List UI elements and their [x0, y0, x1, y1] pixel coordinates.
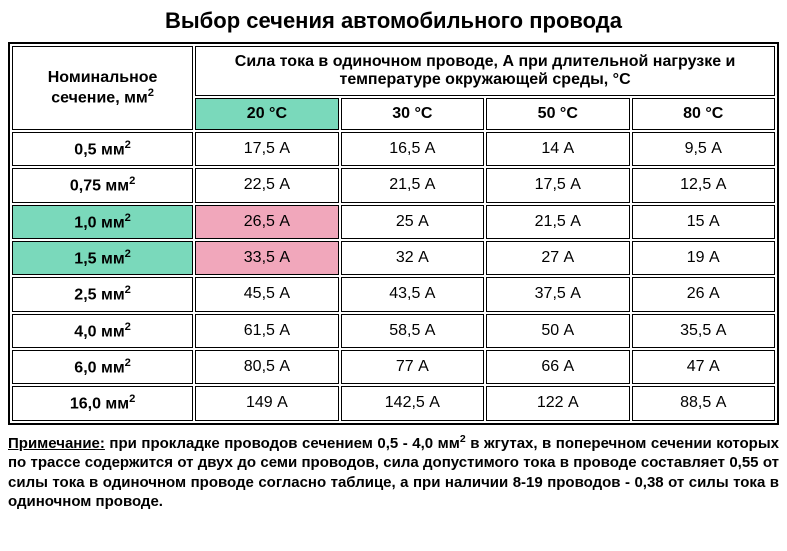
table-row: 1,5 мм233,5 А32 А27 А19 А [12, 241, 775, 275]
temp-header-cell: 20 °С [195, 98, 338, 130]
section-cell: 4,0 мм2 [12, 314, 193, 348]
section-cell: 0,75 мм2 [12, 168, 193, 202]
value-cell: 9,5 А [632, 132, 776, 166]
value-cell: 17,5 А [195, 132, 338, 166]
wire-table: Номинальное сечение, мм2 Сила тока в оди… [8, 42, 779, 425]
value-cell: 149 А [195, 386, 338, 420]
value-cell: 58,5 А [341, 314, 484, 348]
value-cell: 26,5 А [195, 205, 338, 239]
table-row: 1,0 мм226,5 А25 А21,5 А15 А [12, 205, 775, 239]
value-cell: 27 А [486, 241, 629, 275]
value-cell: 16,5 А [341, 132, 484, 166]
table-row: 16,0 мм2149 А142,5 А122 А88,5 А [12, 386, 775, 420]
section-cell: 0,5 мм2 [12, 132, 193, 166]
table-row: 4,0 мм261,5 А58,5 А50 А35,5 А [12, 314, 775, 348]
value-cell: 88,5 А [632, 386, 776, 420]
section-cell: 2,5 мм2 [12, 277, 193, 311]
value-cell: 32 А [341, 241, 484, 275]
top-header: Сила тока в одиночном проводе, А при дли… [195, 46, 775, 96]
value-cell: 15 А [632, 205, 776, 239]
page-title: Выбор сечения автомобильного провода [8, 8, 779, 34]
value-cell: 25 А [341, 205, 484, 239]
temp-header-cell: 80 °С [632, 98, 776, 130]
value-cell: 80,5 А [195, 350, 338, 384]
value-cell: 45,5 А [195, 277, 338, 311]
section-cell: 1,0 мм2 [12, 205, 193, 239]
value-cell: 66 А [486, 350, 629, 384]
temp-header-cell: 30 °С [341, 98, 484, 130]
section-cell: 16,0 мм2 [12, 386, 193, 420]
note-text: при прокладке проводов сечением 0,5 - 4,… [8, 435, 779, 511]
value-cell: 14 А [486, 132, 629, 166]
value-cell: 43,5 А [341, 277, 484, 311]
table-row: 2,5 мм245,5 А43,5 А37,5 А26 А [12, 277, 775, 311]
value-cell: 22,5 А [195, 168, 338, 202]
value-cell: 47 А [632, 350, 776, 384]
note-label: Примечание: [8, 435, 105, 452]
value-cell: 50 А [486, 314, 629, 348]
value-cell: 21,5 А [486, 205, 629, 239]
note: Примечание: при прокладке проводов сечен… [8, 433, 779, 512]
value-cell: 61,5 А [195, 314, 338, 348]
value-cell: 77 А [341, 350, 484, 384]
section-header: Номинальное сечение, мм2 [12, 46, 193, 130]
value-cell: 26 А [632, 277, 776, 311]
section-cell: 6,0 мм2 [12, 350, 193, 384]
value-cell: 37,5 А [486, 277, 629, 311]
value-cell: 33,5 А [195, 241, 338, 275]
value-cell: 12,5 А [632, 168, 776, 202]
value-cell: 21,5 А [341, 168, 484, 202]
table-row: 0,75 мм222,5 А21,5 А17,5 А12,5 А [12, 168, 775, 202]
value-cell: 142,5 А [341, 386, 484, 420]
temp-header-cell: 50 °С [486, 98, 629, 130]
value-cell: 19 А [632, 241, 776, 275]
table-row: 0,5 мм217,5 А16,5 А14 А9,5 А [12, 132, 775, 166]
value-cell: 35,5 А [632, 314, 776, 348]
value-cell: 17,5 А [486, 168, 629, 202]
table-row: 6,0 мм280,5 А77 А66 А47 А [12, 350, 775, 384]
value-cell: 122 А [486, 386, 629, 420]
section-cell: 1,5 мм2 [12, 241, 193, 275]
